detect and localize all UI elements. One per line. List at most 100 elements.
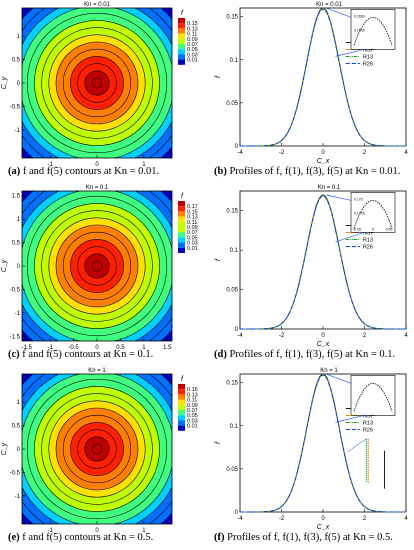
- colorbar-level: 0.13: [187, 392, 198, 398]
- colorbar-level: 0.15: [187, 209, 198, 215]
- y-tick-label: 0.15: [226, 15, 238, 21]
- legend-entry: R13: [363, 421, 373, 427]
- y-tick-label: -0.5: [10, 470, 21, 476]
- colorbar-swatch: [178, 237, 185, 243]
- colorbar-level: 0.09: [187, 37, 198, 43]
- x-tick-label: 0: [321, 333, 325, 339]
- plot-title: Kn = 1: [88, 368, 106, 374]
- caption-text: Profiles of f, f(1), f(3), f(5) at Kn = …: [229, 166, 401, 177]
- plot-title: Kn = 0.01: [316, 2, 343, 8]
- caption-label: (a): [8, 166, 23, 177]
- contour-panel: Kn = 1-101-1-0.500.51C_xC_yf0.150.130.11…: [1, 368, 198, 534]
- series-line-r26: [240, 8, 406, 147]
- colorbar-level: 0.05: [187, 47, 198, 53]
- y-tick-label: -1: [15, 494, 21, 500]
- colorbar-swatch: [178, 227, 185, 233]
- x-axis-label: C_x: [317, 524, 330, 531]
- colorbar-swatch: [178, 232, 185, 238]
- y-tick-label: -0.5: [10, 104, 21, 110]
- y-tick-label: 0.5: [12, 424, 21, 430]
- colorbar-label: f: [181, 376, 184, 383]
- colorbar-swatch: [178, 201, 185, 207]
- x-tick-label: -4: [237, 516, 243, 522]
- inset-tick-label: -0.05: [353, 227, 361, 231]
- inset-pointer: [326, 7, 352, 18]
- colorbar-swatch: [178, 44, 185, 50]
- contour-group: [22, 374, 172, 524]
- x-tick-label: 1: [142, 162, 146, 168]
- y-tick-label: 0: [17, 81, 21, 87]
- y-tick-label: 0.5: [12, 241, 21, 247]
- y-tick-label: -1.5: [10, 334, 21, 340]
- x-tick-label: 2: [363, 150, 367, 156]
- inset-pointer: [335, 415, 365, 423]
- colorbar-level: 0.11: [187, 32, 197, 38]
- colorbar-swatch: [178, 242, 185, 248]
- figure-caption: (c) f and f(5) contours at Kn = 0.1.: [8, 349, 153, 360]
- x-tick-label: 2: [363, 333, 367, 339]
- x-tick-label: -0.5: [68, 345, 79, 351]
- colorbar-swatch: [178, 18, 185, 24]
- x-tick-label: 1: [142, 528, 146, 534]
- caption-label: (f): [214, 532, 228, 543]
- colorbar-level: 0.05: [187, 235, 198, 241]
- x-tick-label: 4: [404, 150, 408, 156]
- inset-tick-label: 0.1600: [354, 14, 365, 18]
- profile-panel: Kn = 0.1-4-202400.050.10.15C_xfDVMNSFR13…: [215, 185, 408, 348]
- colorbar-level: 0.15: [187, 387, 198, 393]
- x-tick-label: -1: [47, 162, 53, 168]
- y-tick-label: 0: [235, 327, 239, 333]
- inset-curve: [353, 382, 393, 412]
- y-axis-label: f: [215, 441, 222, 444]
- colorbar-level: 0.01: [187, 58, 198, 64]
- caption-text: Profiles of f, f(1), f(3), f(5) at Kn = …: [227, 532, 393, 543]
- legend-entry: R13: [363, 238, 373, 244]
- y-tick-label: 1: [17, 400, 21, 406]
- colorbar-swatch: [178, 420, 185, 426]
- colorbar-level: 0.01: [187, 246, 198, 252]
- colorbar-swatch: [178, 221, 185, 227]
- y-tick-label: 0.15: [226, 209, 238, 215]
- figure-caption: (d) Profiles of f, f(1), f(3), f(5) at K…: [214, 349, 395, 360]
- y-tick-label: 1.5: [12, 194, 21, 200]
- caption-text: Profiles of f, f(1), f(3), f(5) at Kn = …: [229, 349, 396, 360]
- y-tick-label: -1: [15, 311, 21, 317]
- contour-ring: [91, 443, 103, 455]
- colorbar-level: 0.07: [187, 42, 198, 48]
- legend-entry: R26: [363, 245, 373, 251]
- y-tick-label: -1: [15, 128, 21, 134]
- y-tick-label: 0: [235, 144, 239, 150]
- inset-curve: [353, 199, 393, 229]
- x-tick-label: -4: [237, 150, 243, 156]
- x-tick-label: 0: [95, 345, 99, 351]
- colorbar-swatch: [178, 38, 185, 44]
- inset-tick-label: 0.1595: [354, 28, 365, 32]
- y-tick-label: 0: [17, 447, 21, 453]
- x-tick-label: -2: [279, 150, 285, 156]
- y-tick-label: 0.15: [226, 381, 238, 387]
- x-axis-label: C_x: [317, 158, 330, 165]
- colorbar-swatch: [178, 394, 185, 400]
- inset-frame: [350, 192, 396, 233]
- legend-entry: NSF: [363, 414, 375, 420]
- colorbar-swatch: [178, 28, 185, 34]
- profile-panel: Kn = 1-4-202400.050.10.15C_xfDVMNSFR13R2…: [215, 368, 408, 531]
- contour-ring: [91, 77, 103, 89]
- caption-label: (b): [214, 166, 230, 177]
- caption-text: f and f(5) contours at Kn = 0.01.: [22, 166, 160, 177]
- x-tick-label: 0: [321, 516, 325, 522]
- x-tick-label: 0.5: [116, 345, 125, 351]
- colorbar-swatch: [178, 247, 185, 253]
- inset-pointer: [335, 232, 365, 243]
- colorbar-level: 0.03: [187, 52, 198, 58]
- x-tick-label: 4: [404, 516, 408, 522]
- colorbar-level: 0.13: [187, 26, 198, 32]
- y-tick-label: 1: [17, 34, 21, 40]
- colorbar-swatch: [178, 54, 185, 60]
- figure-caption: (f) Profiles of f, f(1), f(3), f(5) at K…: [214, 532, 393, 543]
- colorbar-swatch: [178, 384, 185, 390]
- colorbar-level: 0.13: [187, 215, 198, 221]
- inset-tick-label: 0.170: [354, 197, 363, 201]
- colorbar-level: 0.09: [187, 225, 198, 231]
- colorbar-level: 0.11: [187, 398, 197, 404]
